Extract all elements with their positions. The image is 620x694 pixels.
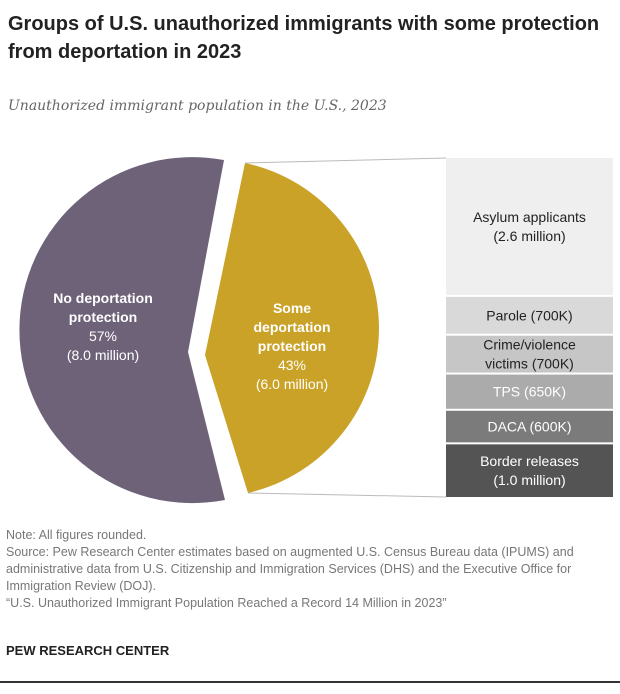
bar-segment-label-line: TPS (650K) <box>493 384 566 400</box>
bar-segment <box>446 158 613 295</box>
bar-segment-label: DACA (600K) <box>487 419 571 435</box>
note-text: Note: All figures rounded. <box>6 528 147 542</box>
bar-segment-label-line: DACA (600K) <box>487 419 571 435</box>
slice-no-protection <box>19 157 226 504</box>
bar-segment <box>446 444 613 497</box>
bar-segment-label: TPS (650K) <box>493 384 566 400</box>
source-text: Source: Pew Research Center estimates ba… <box>6 545 574 593</box>
connector-top <box>244 157 447 164</box>
connector-bottom <box>247 492 447 498</box>
slice-label-no-protection-line: 57% <box>89 328 117 344</box>
slice-some-protection <box>205 163 379 493</box>
chart-subtitle: Unauthorized immigrant population in the… <box>8 98 387 114</box>
bar-segment-label-line: (2.6 million) <box>493 228 565 244</box>
slice-label-some-protection-line: protection <box>258 338 326 354</box>
bar-segment-label-line: victims (700K) <box>485 356 574 372</box>
bar-segment-label-line: Parole (700K) <box>486 307 572 323</box>
bar-segment-label: Asylum applicants (2.6 million) <box>473 209 586 244</box>
notes: Note: All figures rounded. Source: Pew R… <box>6 527 616 612</box>
bar-segment <box>446 335 613 373</box>
bar-segment-label-line: Crime/violence <box>483 337 576 353</box>
bar-segment <box>446 374 613 409</box>
bar-segment-label-line: Asylum applicants <box>473 209 586 225</box>
bar-segment <box>446 410 613 443</box>
slice-label-some-protection-line: (6.0 million) <box>256 376 328 392</box>
slice-label-no-protection-line: protection <box>69 309 137 325</box>
bar-segment-label: Crime/violence victims (700K) <box>483 337 576 372</box>
bottom-divider <box>0 681 620 683</box>
slice-label-no-protection: No deportation protection 57% (8.0 million) <box>53 290 153 363</box>
slice-label-some-protection-line: 43% <box>278 357 306 373</box>
report-title: “U.S. Unauthorized Immigrant Population … <box>6 596 447 610</box>
chart-title: Groups of U.S. unauthorized immigrants w… <box>8 13 600 63</box>
bar-segment-label-line: Border releases <box>480 453 579 469</box>
pie-chart: No deportation protection 57% (8.0 million)… <box>19 157 613 504</box>
bar-segment-label-line: (1.0 million) <box>493 472 565 488</box>
bar-segment-label: Parole (700K) <box>486 307 572 323</box>
slice-label-no-protection-line: (8.0 million) <box>67 347 139 363</box>
slice-label-some-protection: Some deportation protection 43% (6.0 million… <box>254 300 331 392</box>
slice-label-no-protection-line: No deportation <box>53 290 153 306</box>
bar-segment <box>446 296 613 334</box>
slice-label-some-protection-line: deportation <box>254 319 331 335</box>
brand-logo-text: PEW RESEARCH CENTER <box>6 643 170 658</box>
slice-label-some-protection-line: Some <box>273 300 311 316</box>
bar-segment-label: Border releases (1.0 million) <box>480 453 579 488</box>
